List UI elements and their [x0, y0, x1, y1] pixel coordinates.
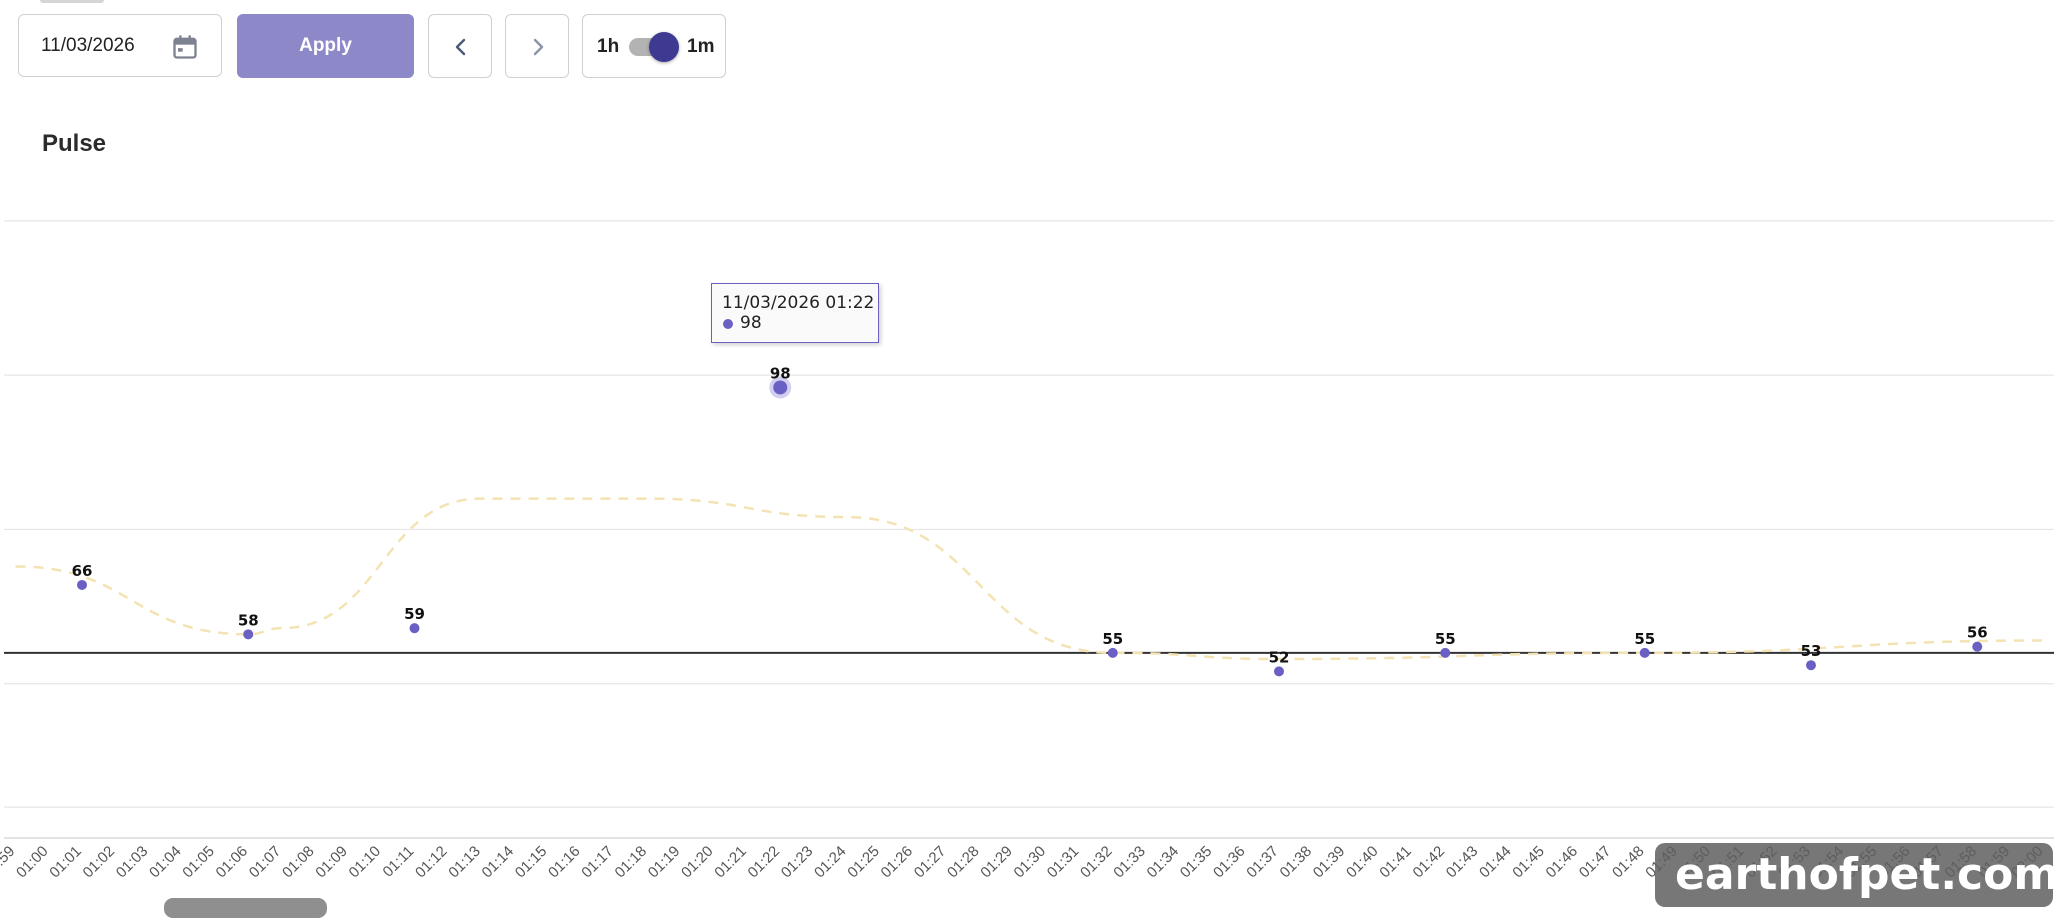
apply-button[interactable]: Apply [237, 14, 414, 78]
toggle-knob[interactable] [649, 32, 679, 62]
x-tick-label: 01:10 [346, 843, 385, 882]
tooltip-timestamp: 11/03/2026 01:22 [722, 293, 875, 313]
chart-scrollbar[interactable] [0, 896, 2056, 918]
x-tick-label: 01:21 [711, 843, 750, 882]
x-tick-label: 01:06 [213, 843, 252, 882]
x-tick-label: 01:07 [246, 843, 285, 882]
watermark-logo: earthofpet.com [1655, 843, 2056, 907]
toggle-label-1m: 1m [687, 36, 715, 57]
chevron-right-icon [533, 38, 544, 56]
x-tick-label: 01:22 [745, 843, 784, 882]
tooltip-series-dot [723, 319, 733, 329]
data-label: 59 [404, 605, 425, 623]
x-tick-label: 01:44 [1476, 843, 1515, 882]
data-label: 55 [1435, 630, 1456, 648]
data-point [1972, 641, 1983, 652]
x-tick-label: 01:18 [612, 843, 651, 882]
trend-line [15, 497, 2044, 661]
x-tick-label: 01:27 [911, 843, 950, 882]
x-tick-label: 01:35 [1177, 843, 1216, 882]
x-tick-label: 01:26 [878, 843, 917, 882]
chart-tooltip: 11/03/2026 01:22 98 [711, 283, 879, 343]
x-tick-label: 01:31 [1044, 843, 1083, 882]
toggle-label-1h: 1h [597, 36, 620, 57]
x-tick-label: 01:33 [1110, 843, 1149, 882]
x-tick-label: 01:15 [512, 843, 551, 882]
data-point [1440, 647, 1451, 658]
data-point [77, 579, 87, 590]
x-tick-label: 01:14 [479, 843, 518, 882]
interval-toggle[interactable]: 1h 1m [582, 14, 726, 78]
data-point [409, 623, 420, 634]
x-tick-label: 01:17 [578, 843, 617, 882]
next-button[interactable] [505, 14, 569, 78]
x-tick-label: 01:00 [13, 843, 52, 882]
x-tick-label: 01:04 [146, 843, 185, 882]
x-tick-label: 01:02 [80, 843, 119, 882]
data-label: 52 [1269, 648, 1290, 666]
x-tick-label: 01:20 [678, 843, 717, 882]
data-point [243, 629, 254, 640]
x-tick-label: 01:42 [1410, 843, 1449, 882]
data-point [1806, 660, 1816, 671]
data-point [1639, 647, 1650, 658]
chart-title: Pulse [42, 130, 107, 157]
data-point [1107, 647, 1118, 658]
data-label: 66 [72, 562, 93, 580]
x-tick-label: 01:19 [645, 843, 684, 882]
tab-indicator [40, 0, 104, 3]
data-point [1274, 666, 1284, 677]
x-tick-label: 01:40 [1343, 843, 1382, 882]
x-tick-label: 01:39 [1310, 843, 1349, 882]
x-tick-label: 01:08 [279, 843, 318, 882]
x-tick-label: 01:46 [1543, 843, 1582, 882]
data-label: 55 [1102, 630, 1123, 648]
x-tick-label: 01:32 [1077, 843, 1116, 882]
calendar-icon[interactable] [171, 33, 199, 61]
chevron-left-icon [455, 38, 466, 56]
date-picker-field[interactable]: 11/03/2026 [18, 14, 222, 77]
x-tick-label: 01:38 [1277, 843, 1316, 882]
data-label: 56 [1967, 624, 1988, 642]
x-tick-label: 01:24 [811, 843, 850, 882]
x-tick-label: 00:59 [0, 843, 18, 882]
x-tick-label: 01:25 [844, 843, 883, 882]
scrollbar-thumb[interactable] [164, 898, 327, 918]
x-tick-label: 01:34 [1144, 843, 1183, 882]
previous-button[interactable] [428, 14, 492, 78]
data-label: 55 [1634, 630, 1655, 648]
x-tick-label: 01:47 [1576, 843, 1615, 882]
x-tick-label: 01:36 [1210, 843, 1249, 882]
data-label: 98 [770, 364, 791, 382]
data-label: 58 [238, 611, 259, 629]
data-label: 53 [1801, 642, 1822, 660]
x-tick-label: 01:30 [1011, 843, 1050, 882]
x-tick-label: 01:09 [312, 843, 351, 882]
x-tick-label: 01:01 [46, 843, 85, 882]
x-tick-label: 01:13 [445, 843, 484, 882]
chart-toolbar: 11/03/2026 Apply 1h 1m [0, 0, 800, 90]
x-tick-label: 01:45 [1509, 843, 1548, 882]
data-point [773, 380, 788, 395]
x-tick-label: 01:23 [778, 843, 817, 882]
x-tick-label: 01:43 [1443, 843, 1482, 882]
x-tick-label: 01:37 [1243, 843, 1282, 882]
tooltip-value: 98 [740, 313, 762, 333]
x-tick-label: 01:41 [1376, 843, 1415, 882]
x-tick-label: 01:16 [545, 843, 584, 882]
date-value: 11/03/2026 [41, 35, 135, 56]
x-tick-label: 01:28 [944, 843, 983, 882]
x-tick-label: 01:12 [412, 843, 451, 882]
x-tick-label: 01:05 [179, 843, 218, 882]
x-tick-label: 01:48 [1609, 843, 1648, 882]
x-tick-label: 01:29 [977, 843, 1016, 882]
x-tick-label: 01:03 [113, 843, 152, 882]
x-tick-label: 01:11 [380, 843, 418, 881]
